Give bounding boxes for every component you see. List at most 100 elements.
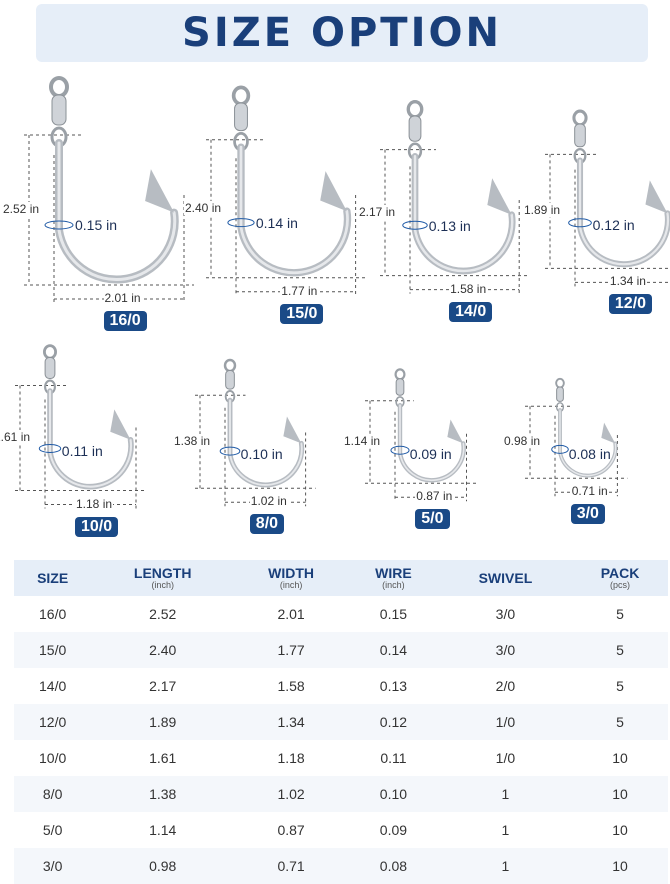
table-cell: 2.17 [91,668,235,704]
length-label: 2.52 in [2,202,41,216]
size-badge: 15/0 [280,303,324,324]
table-row: 15/0 2.40 1.77 0.14 3/0 5 [14,632,668,668]
hook-item-12-0: 1.89 in 0.12 in 1.34 in 12/0 [523,105,670,340]
hook-item-10-0: 1.61 in 0.11 in 1.18 in 10/0 [0,340,165,545]
table-cell: 1 [438,776,573,812]
table-cell: 0.15 [348,596,439,632]
table-row: 14/0 2.17 1.58 0.13 2/0 5 [14,668,668,704]
table-cell: 2/0 [438,668,573,704]
table-cell: 2.01 [234,596,349,632]
table-cell: 0.71 [234,848,349,884]
wire-diameter-label: 0.13 in [428,218,471,235]
table-row: 16/0 2.52 2.01 0.15 3/0 5 [14,596,668,632]
width-label: 2.01 in [103,291,142,305]
table-cell: 1/0 [438,704,573,740]
size-badge: 5/0 [415,509,450,530]
table-cell: 1.61 [91,740,235,776]
table-cell: 1 [438,848,573,884]
table-cell: 1.58 [234,668,349,704]
hook-illustration [206,85,366,296]
table-cell: 5 [572,704,668,740]
wire-diameter-label: 0.08 in [568,445,611,462]
table-cell: 1/0 [438,740,573,776]
length-label: 1.14 in [343,434,382,448]
table-cell: 3/0 [438,632,573,668]
width-label: 1.58 in [449,281,488,296]
table-cell: 3/0 [14,848,92,884]
table-cell: 10/0 [14,740,92,776]
wire-diameter-label: 0.10 in [240,446,283,463]
table-cell: 14/0 [14,668,92,704]
size-badge: 12/0 [608,294,653,315]
hook-item-16-0: 2.52 in 0.15 in 2.01 in 16/0 [2,70,194,340]
hook-item-5-0: 1.14 in 0.09 in 0.87 in 5/0 [343,365,495,545]
hook-item-3-0: 0.98 in 0.08 in 0.71 in 3/0 [503,375,645,545]
hook-item-15-0: 2.40 in 0.14 in 1.77 in 15/0 [184,80,366,340]
length-label: 2.17 in [358,204,397,219]
table-cell: 0.87 [234,812,349,848]
wire-diameter-label: 0.11 in [61,442,103,459]
hook-illustration [195,358,316,507]
hook-illustration [365,368,477,502]
table-cell: 2.52 [91,596,235,632]
size-badge: 8/0 [249,514,285,535]
header-size: SIZE [14,560,92,596]
length-label: 1.61 in [0,430,32,444]
table-cell: 0.09 [348,812,439,848]
table-cell: 0.08 [348,848,439,884]
hook-illustration [380,100,530,294]
hook-item-8-0: 1.38 in 0.10 in 1.02 in 8/0 [173,355,335,545]
table-cell: 0.98 [91,848,235,884]
hook-illustration [545,109,670,287]
wire-diameter-label: 0.09 in [409,445,452,462]
table-cell: 5/0 [14,812,92,848]
header-length: LENGTH (inch) [91,560,235,596]
table-cell: 0.13 [348,668,439,704]
hook-item-14-0: 2.17 in 0.13 in 1.58 in 14/0 [358,95,530,340]
hook-illustration [24,76,194,303]
wire-diameter-label: 0.15 in [75,217,118,233]
table-cell: 10 [572,740,668,776]
width-label: 1.18 in [75,496,114,511]
table-cell: 0.14 [348,632,439,668]
wire-diameter-label: 0.14 in [255,215,298,232]
length-label: 1.89 in [523,203,562,218]
table-cell: 0.12 [348,704,439,740]
table-cell: 1.77 [234,632,349,668]
width-label: 1.34 in [608,274,647,289]
header-swivel: SWIVEL [438,560,573,596]
size-badge: 16/0 [103,311,147,331]
banner-title: SIZE OPTION [182,10,502,56]
size-badge: 10/0 [75,516,119,537]
table-cell: 12/0 [14,704,92,740]
table-row: 12/0 1.89 1.34 0.12 1/0 5 [14,704,668,740]
header-pack: PACK (pcs) [572,560,668,596]
table-header-row: SIZE LENGTH (inch) WIDTH (inch) WIRE (inch)… [14,560,668,596]
table-row: 8/0 1.38 1.02 0.10 1 10 [14,776,668,812]
table-cell: 0.10 [348,776,439,812]
table-cell: 1.18 [234,740,349,776]
table-cell: 15/0 [14,632,92,668]
width-label: 0.87 in [415,489,454,504]
table-cell: 8/0 [14,776,92,812]
hook-illustration [15,344,146,509]
width-label: 1.77 in [280,283,319,298]
length-label: 0.98 in [503,434,542,449]
table-cell: 10 [572,848,668,884]
size-spec-table: SIZE LENGTH (inch) WIDTH (inch) WIRE (inch)… [14,560,668,884]
table-cell: 1.14 [91,812,235,848]
table-row: 3/0 0.98 0.71 0.08 1 10 [14,848,668,884]
title-banner: SIZE OPTION [36,4,648,62]
table-row: 10/0 1.61 1.18 0.11 1/0 10 [14,740,668,776]
table-cell: 1.02 [234,776,349,812]
table-cell: 16/0 [14,596,92,632]
table-cell: 0.11 [348,740,439,776]
header-width: WIDTH (inch) [234,560,349,596]
length-label: 2.40 in [184,200,223,215]
table-cell: 5 [572,668,668,704]
table-cell: 2.40 [91,632,235,668]
table-cell: 3/0 [438,596,573,632]
table-cell: 1.38 [91,776,235,812]
table-cell: 5 [572,596,668,632]
table-cell: 1.34 [234,704,349,740]
